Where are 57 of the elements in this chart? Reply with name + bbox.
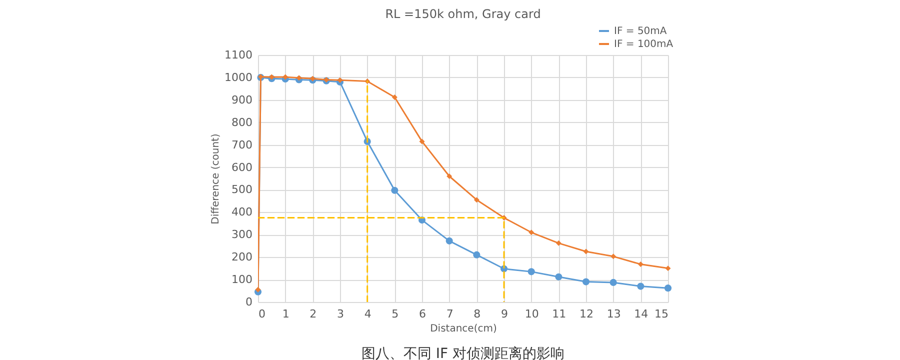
x-axis-title: Distance(cm)	[430, 324, 497, 334]
x-tick-label: 7	[446, 308, 454, 320]
x-tick-label: 2	[310, 308, 317, 320]
y-tick-label: 600	[232, 160, 252, 174]
point	[555, 273, 562, 280]
y-tick-label: 500	[232, 183, 252, 196]
chart-title: RL =150k ohm, Gray card	[385, 7, 541, 21]
x-tick-label: 4	[364, 308, 372, 320]
x-tick-label: 10	[524, 308, 539, 320]
point	[337, 77, 343, 83]
point	[474, 197, 480, 203]
point	[638, 262, 644, 268]
point	[637, 282, 644, 290]
point	[446, 237, 453, 244]
x-tick-label: 15	[654, 308, 668, 320]
point	[664, 284, 672, 292]
point	[391, 186, 398, 194]
text: 图八、不同 IF 对侦测距离的影响	[361, 346, 565, 360]
y-tick-label: 1000	[224, 70, 252, 84]
point	[446, 174, 452, 179]
x-tick-label: 13	[606, 308, 621, 320]
x-tick-label: 14	[634, 308, 648, 320]
y-tick-label: 800	[232, 116, 252, 129]
legend-label: IF = 50mA	[614, 26, 667, 37]
point	[610, 278, 617, 286]
point	[419, 138, 425, 144]
legend-label: IF = 100mA	[614, 39, 674, 50]
point	[665, 266, 671, 272]
point	[473, 251, 480, 258]
point	[528, 268, 535, 276]
x-tick-label: 0	[258, 308, 266, 320]
point	[610, 254, 616, 260]
y-tick-label: 0	[246, 296, 252, 308]
point	[583, 248, 589, 254]
x-tick-label: 12	[580, 308, 594, 320]
point	[582, 278, 590, 286]
y-axis-title: Difference (count)	[210, 134, 222, 224]
point	[528, 230, 534, 236]
x-tick-label: 9	[501, 308, 508, 320]
point	[255, 286, 261, 292]
x-tick-label: 8	[474, 308, 481, 320]
x-tick-label: 5	[392, 308, 399, 320]
y-tick-label: 400	[232, 206, 252, 219]
y-tick-label: 200	[232, 250, 252, 264]
point	[556, 240, 562, 246]
x-tick-label: 1	[282, 308, 290, 320]
y-tick-label: 900	[232, 93, 252, 106]
x-tick-label: 11	[552, 308, 566, 320]
point	[296, 75, 302, 81]
point	[392, 94, 398, 100]
point	[310, 76, 316, 82]
y-tick-label: 300	[232, 228, 252, 242]
y-tick-label: 700	[232, 138, 252, 152]
x-tick-label: 3	[337, 308, 344, 320]
x-tick-label: 6	[419, 308, 426, 320]
y-tick-label: 100	[232, 273, 252, 286]
y-tick-label: 1100	[224, 48, 252, 62]
